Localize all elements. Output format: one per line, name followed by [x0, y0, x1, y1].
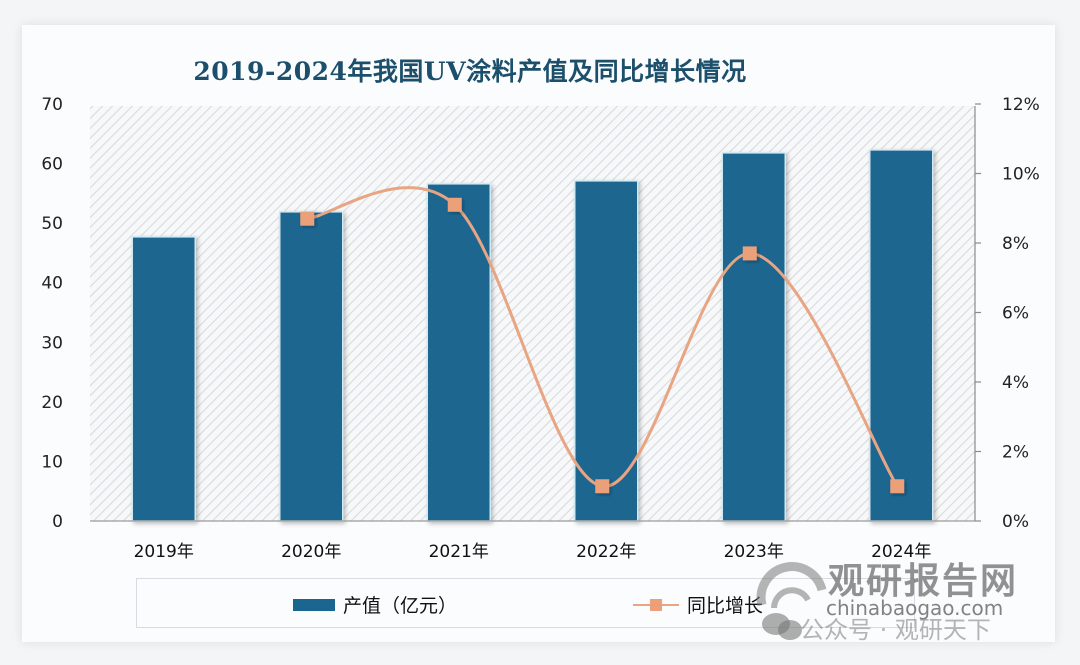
left-axis-tick: 60 [41, 155, 63, 175]
right-axis-tick: 8% [1002, 234, 1029, 254]
chart-title-text: 2019-2024年我国UV涂料产值及同比增长情况 [193, 57, 747, 86]
bar-swatch-icon [293, 598, 335, 611]
right-axis-tick: 4% [1002, 373, 1029, 393]
growth-line [307, 186, 899, 488]
growth-markers [300, 197, 905, 494]
growth-marker [890, 479, 905, 494]
x-axis-tick: 2022年 [576, 542, 636, 562]
right-axis: 0% 2% 4% 6% 8% 10% 12% [975, 95, 1040, 532]
x-axis-tick: 2023年 [724, 542, 784, 562]
left-axis-tick: 10 [41, 452, 63, 472]
left-axis-tick: 50 [41, 214, 63, 234]
bar [426, 183, 491, 522]
x-axis-tick: 2024年 [871, 542, 931, 562]
left-axis-tick: 0 [52, 512, 63, 532]
bar [131, 236, 196, 522]
left-axis-tick: 30 [41, 333, 63, 353]
chart-title: 2019-2024年我国UV涂料产值及同比增长情况 [0, 52, 1080, 88]
left-axis: 0 10 20 30 40 50 60 70 [41, 95, 63, 532]
bar [869, 149, 934, 522]
growth-marker [742, 246, 757, 261]
left-axis-tick: 20 [41, 393, 63, 413]
bar [721, 152, 786, 522]
growth-marker [300, 211, 315, 226]
x-axis-tick: 2021年 [429, 542, 489, 562]
x-axis-tick: 2019年 [134, 542, 194, 562]
legend: 产值（亿元） 同比增长 [136, 578, 915, 628]
legend-label-output: 产值（亿元） [343, 595, 458, 617]
x-axis-tick: 2020年 [281, 542, 341, 562]
right-axis-tick: 0% [1002, 512, 1029, 532]
bar-series [131, 149, 934, 522]
plot-area [90, 106, 975, 521]
left-axis-tick: 70 [41, 95, 63, 115]
legend-item-output: 产值（亿元） [293, 591, 457, 618]
growth-marker [595, 479, 610, 494]
legend-label-growth: 同比增长 [687, 595, 764, 617]
right-axis-tick: 10% [1002, 165, 1040, 185]
x-axis: 2019年 2020年 2021年 2022年 2023年 2024年 [134, 542, 932, 562]
line-marker-swatch-icon [633, 598, 679, 612]
growth-marker [447, 197, 462, 212]
bar [574, 180, 639, 522]
right-axis-tick: 6% [1002, 304, 1029, 324]
legend-item-growth: 同比增长 [633, 591, 763, 618]
right-axis-tick: 12% [1002, 95, 1040, 115]
bar [279, 211, 344, 522]
right-axis-tick: 2% [1002, 443, 1029, 463]
left-axis-tick: 40 [41, 274, 63, 294]
